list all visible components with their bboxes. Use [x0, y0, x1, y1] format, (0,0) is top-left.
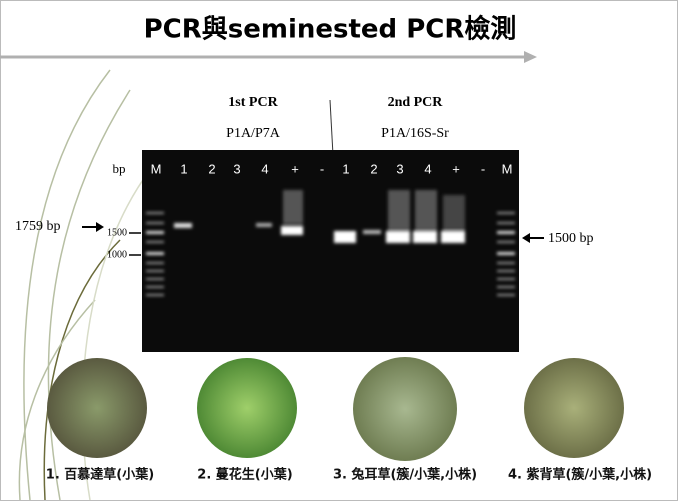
gel-bands: [146, 190, 515, 296]
smear: [388, 190, 410, 230]
marker-label: 1500 bp: [548, 231, 594, 246]
marker-arrowhead: [96, 222, 104, 232]
group-name: 2nd PCR: [388, 95, 444, 110]
lane-label: 1: [342, 161, 349, 176]
lane-label: -: [481, 161, 485, 176]
smear: [415, 190, 437, 230]
sample-caption: 3. 兔耳草(簇/小葉,小株): [333, 467, 477, 483]
group-name: 1st PCR: [228, 95, 278, 110]
lane-label: 3: [233, 161, 240, 176]
ladder-right: [497, 212, 515, 296]
sample-photo: [353, 357, 457, 461]
sample-caption: 2. 蔓花生(小葉): [197, 467, 292, 483]
gel: [142, 150, 519, 352]
band: [413, 231, 437, 243]
ladder-left: [146, 212, 164, 296]
group-primers: P1A/16S-Sr: [381, 126, 449, 141]
sample-caption: 1. 百慕達草(小葉): [46, 467, 154, 483]
group-primers: P1A/P7A: [226, 126, 281, 141]
lane-label: +: [452, 161, 460, 176]
title: PCR與seminested PCR檢測: [144, 14, 517, 45]
lane-label: 1: [180, 161, 187, 176]
band: [334, 231, 356, 243]
marker-arrowhead: [522, 233, 530, 243]
lane-label: 4: [261, 161, 268, 176]
lane-label: +: [291, 161, 299, 176]
unit-label: bp: [113, 161, 126, 176]
lane-label: 2: [208, 161, 215, 176]
band: [174, 223, 192, 228]
sample-caption: 4. 紫背草(簇/小葉,小株): [508, 467, 652, 483]
sample-photo: [47, 358, 147, 458]
title-rule-arrow: [524, 51, 537, 63]
sample-photo: [524, 358, 624, 458]
sample-photo: [197, 358, 297, 458]
band: [256, 223, 272, 227]
smear: [443, 195, 465, 230]
lane-labels: M 1 2 3 4 + - 1 2 3 4 + - M: [151, 161, 513, 176]
ladder-label: 1000: [107, 249, 127, 260]
band: [281, 226, 303, 235]
lane-label: M: [151, 161, 162, 176]
smear: [283, 190, 303, 224]
group-divider: [329, 99, 334, 156]
lane-label: 4: [424, 161, 431, 176]
lane-label: -: [320, 161, 324, 176]
band: [441, 231, 465, 243]
lane-label: 2: [370, 161, 377, 176]
lane-label: 3: [396, 161, 403, 176]
band: [386, 231, 410, 243]
lane-label: M: [502, 161, 513, 176]
marker-label: 1759 bp: [15, 219, 61, 234]
band: [363, 230, 381, 234]
ladder-label: 1500: [107, 227, 127, 238]
